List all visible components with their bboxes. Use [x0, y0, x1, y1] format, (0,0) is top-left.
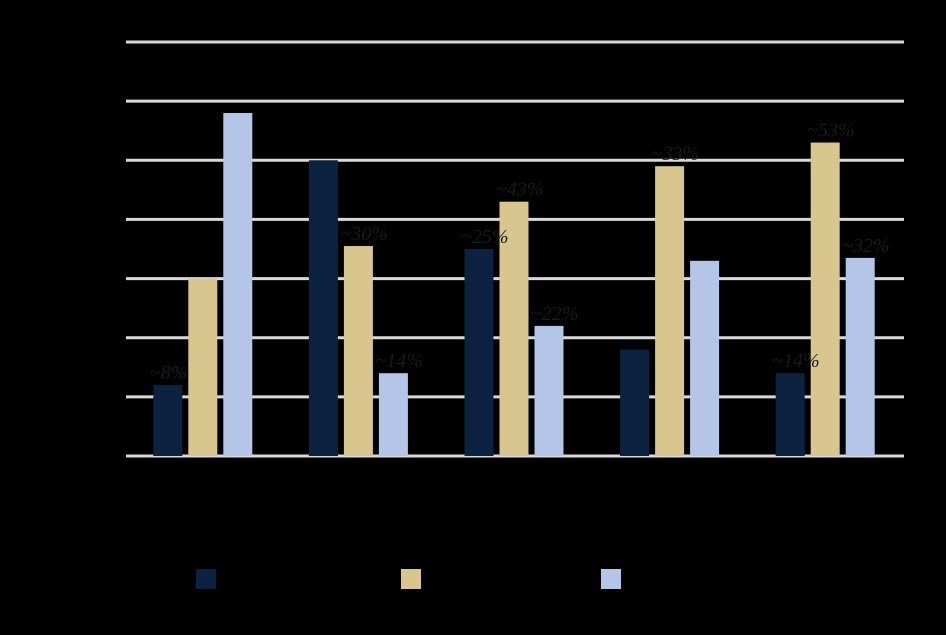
data-label-s1-c1: ~30%: [340, 223, 387, 245]
data-label-s1-c2: ~43%: [496, 179, 543, 201]
bar-s1-c0: [188, 278, 218, 456]
bar-s0-c1: [308, 160, 338, 457]
data-label-s2-c2: ~22%: [531, 303, 578, 325]
bar-s2-c3: [690, 260, 720, 456]
bar-s2-c1: [378, 373, 408, 456]
bars: [153, 112, 875, 457]
data-label-s2-c4: ~32%: [842, 235, 889, 257]
legend: [196, 569, 621, 589]
legend-swatch-0: [196, 569, 216, 589]
data-label-s0-c0: ~8%: [150, 362, 187, 384]
bar-s2-c0: [223, 112, 253, 456]
data-label-s2-c1: ~14%: [375, 350, 422, 372]
bar-s2-c4: [845, 257, 875, 456]
bar-s1-c4: [810, 142, 840, 457]
bar-s1-c1: [343, 246, 373, 456]
bar-s0-c0: [153, 385, 183, 456]
bar-s1-c3: [655, 166, 685, 456]
bar-s0-c4: [775, 373, 805, 456]
data-label-s1-c4: ~53%: [807, 120, 854, 142]
data-label-s1-c3: ~33%: [652, 143, 699, 165]
bar-s0-c3: [620, 349, 650, 456]
legend-swatch-1: [401, 569, 421, 589]
bar-s1-c2: [499, 201, 529, 456]
data-labels: ~8% ~25% ~14% ~30% ~43% ~33% ~53% ~14% ~22% ~32%: [150, 120, 890, 384]
legend-swatch-2: [601, 569, 621, 589]
data-label-s0-c4: ~14%: [772, 350, 819, 372]
bar-s2-c2: [534, 325, 564, 456]
bar-s0-c2: [464, 249, 494, 456]
data-label-s0-c2: ~25%: [461, 226, 508, 248]
